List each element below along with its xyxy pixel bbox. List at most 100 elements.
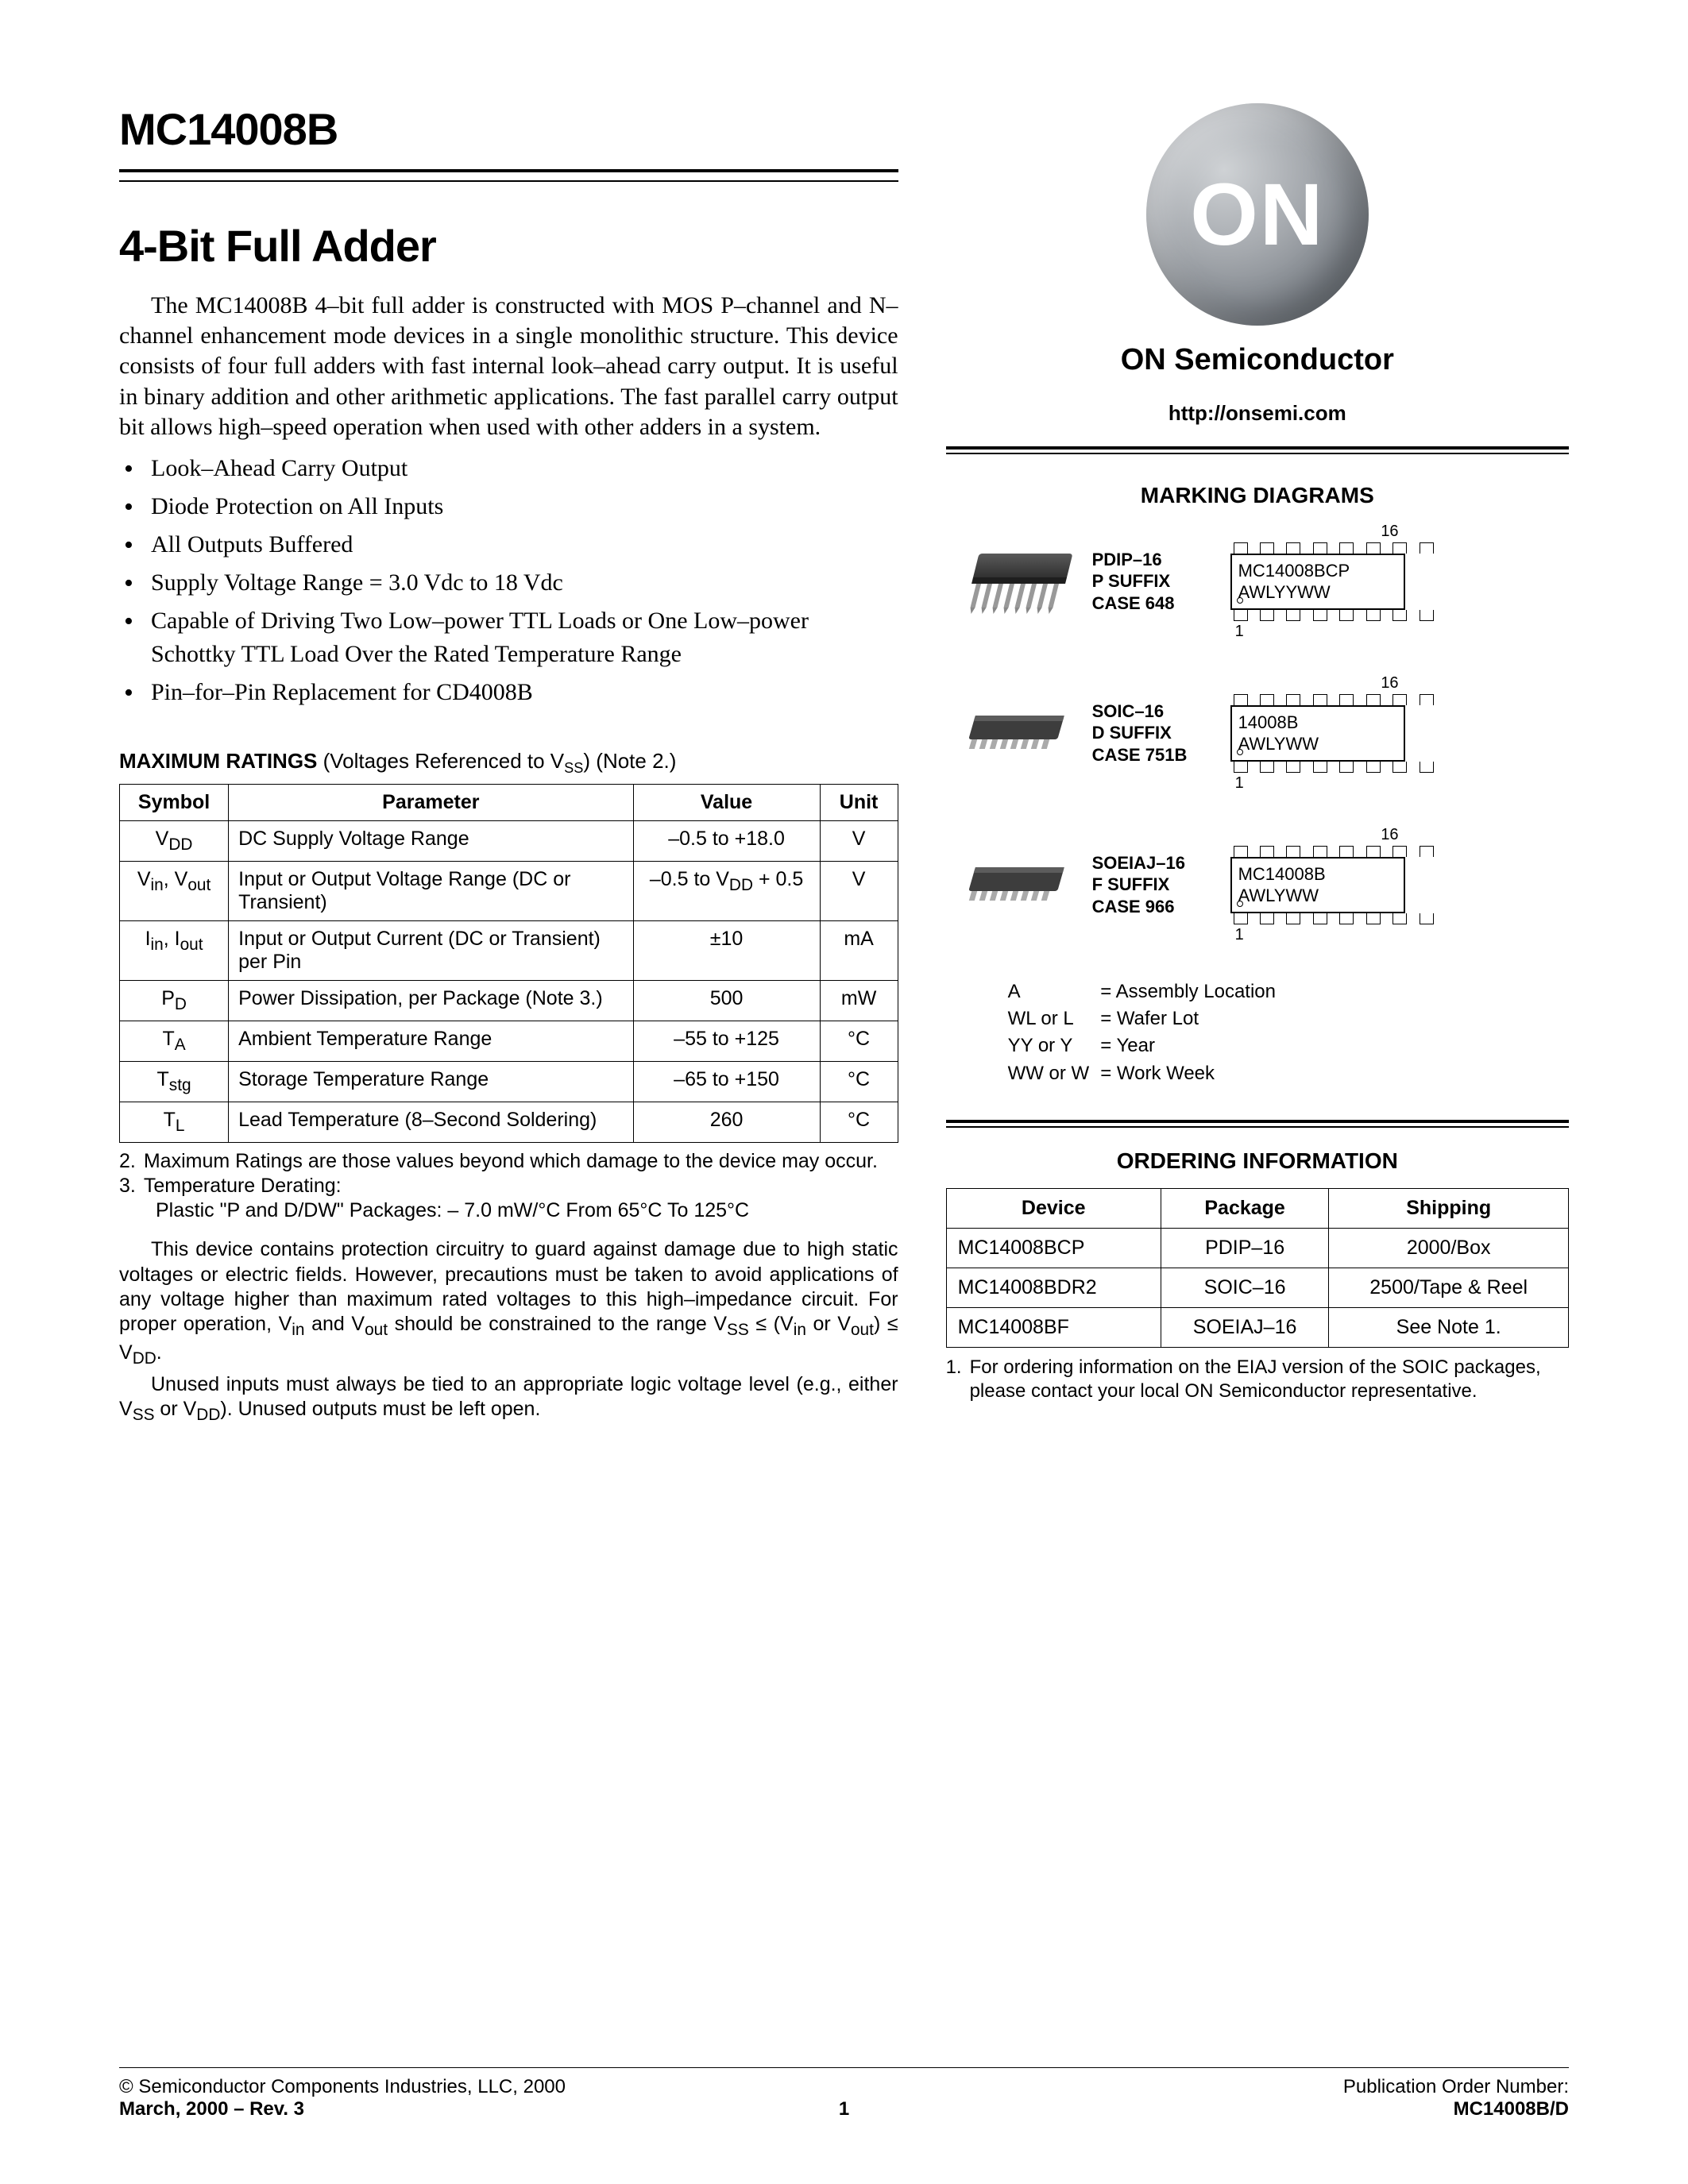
page-footer: © Semiconductor Components Industries, L…: [119, 2067, 1569, 2121]
list-item: Supply Voltage Range = 3.0 Vdc to 18 Vdc: [119, 566, 898, 600]
table-row: TAAmbient Temperature Range–55 to +125°C: [120, 1021, 898, 1061]
thin-rule: [119, 180, 898, 182]
pin-num-bot: 1: [1230, 774, 1437, 793]
page-title: 4-Bit Full Adder: [119, 220, 898, 272]
col-unit: Unit: [820, 784, 898, 820]
pdip-icon: [946, 546, 1073, 617]
note-text: Temperature Derating:: [144, 1174, 342, 1198]
marking-heading: MARKING DIAGRAMS: [946, 483, 1569, 508]
intro-paragraph: The MC14008B 4–bit full adder is constru…: [119, 291, 898, 443]
cell-device: MC14008BDR2: [946, 1268, 1161, 1307]
cell-shipping: 2500/Tape & Reel: [1329, 1268, 1569, 1307]
list-item: Diode Protection on All Inputs: [119, 490, 898, 523]
page-number: 1: [839, 2098, 849, 2120]
ordering-table: Device Package Shipping MC14008BCPPDIP–1…: [946, 1188, 1569, 1348]
cell-unit: °C: [820, 1102, 898, 1142]
heavy-rule: [119, 169, 898, 172]
soic-icon: [946, 701, 1073, 765]
pin-num-top: 16: [1230, 523, 1437, 541]
part-number: MC14008B: [119, 103, 898, 155]
cell-value: –0.5 to +18.0: [633, 820, 820, 861]
legend-val: = Assembly Location: [1095, 979, 1280, 1005]
cell-unit: °C: [820, 1021, 898, 1061]
col-package: Package: [1161, 1188, 1328, 1228]
heavy-rule: [946, 1120, 1569, 1123]
col-symbol: Symbol: [120, 784, 229, 820]
cell-unit: mW: [820, 980, 898, 1021]
cell-param: Input or Output Voltage Range (DC or Tra…: [229, 861, 633, 920]
list-item: Pin–for–Pin Replacement for CD4008B: [119, 676, 898, 709]
cell-shipping: 2000/Box: [1329, 1228, 1569, 1268]
legend-key: YY or Y: [1003, 1033, 1095, 1059]
package-row: SOEIAJ–16F SUFFIXCASE 966 16MC14008BAWLYW…: [946, 826, 1569, 944]
cell-symbol: Tstg: [120, 1061, 229, 1102]
ratings-heading-sub: SS: [564, 761, 583, 777]
cell-symbol: Iin, Iout: [120, 920, 229, 980]
cell-device: MC14008BCP: [946, 1228, 1161, 1268]
cell-param: Power Dissipation, per Package (Note 3.): [229, 980, 633, 1021]
legend-key: WW or W: [1003, 1061, 1095, 1086]
list-item: Capable of Driving Two Low–power TTL Loa…: [119, 604, 898, 671]
chip-marking: 1614008BAWLYWW1: [1230, 674, 1437, 793]
cell-package: SOIC–16: [1161, 1268, 1328, 1307]
cell-package: PDIP–16: [1161, 1228, 1328, 1268]
package-row: SOIC–16D SUFFIXCASE 751B 1614008BAWLYWW1: [946, 674, 1569, 793]
date-rev: March, 2000 – Rev. 3: [119, 2098, 566, 2120]
cell-param: Ambient Temperature Range: [229, 1021, 633, 1061]
static-para-1: This device contains protection circuitr…: [119, 1237, 898, 1369]
cell-value: –55 to +125: [633, 1021, 820, 1061]
static-para-2: Unused inputs must always be tied to an …: [119, 1372, 898, 1426]
legend-key: WL or L: [1003, 1006, 1095, 1032]
note-text-indent: Plastic "P and D/DW" Packages: – 7.0 mW/…: [119, 1198, 898, 1223]
package-label: SOEIAJ–16F SUFFIXCASE 966: [1092, 852, 1211, 918]
thin-rule: [946, 1126, 1569, 1128]
note-text: For ordering information on the EIAJ ver…: [970, 1356, 1569, 1403]
cell-unit: °C: [820, 1061, 898, 1102]
cell-value: –0.5 to VDD + 0.5: [633, 861, 820, 920]
ratings-heading-bold: MAXIMUM RATINGS: [119, 749, 317, 773]
ratings-body: VDDDC Supply Voltage Range–0.5 to +18.0V…: [120, 820, 898, 1142]
cell-device: MC14008BF: [946, 1307, 1161, 1347]
list-item: Look–Ahead Carry Output: [119, 452, 898, 485]
cell-param: DC Supply Voltage Range: [229, 820, 633, 861]
pub-label: Publication Order Number:: [1343, 2076, 1569, 2098]
legend-val: = Work Week: [1095, 1061, 1280, 1086]
col-parameter: Parameter: [229, 784, 633, 820]
cell-unit: mA: [820, 920, 898, 980]
cell-symbol: Vin, Vout: [120, 861, 229, 920]
table-row: PDPower Dissipation, per Package (Note 3…: [120, 980, 898, 1021]
cell-value: 500: [633, 980, 820, 1021]
logo-text: ON: [1190, 164, 1324, 265]
note-number: 1.: [946, 1356, 962, 1403]
website-link[interactable]: http://onsemi.com: [946, 401, 1569, 426]
cell-param: Input or Output Current (DC or Transient…: [229, 920, 633, 980]
pin-num-bot: 1: [1230, 926, 1437, 944]
feature-list: Look–Ahead Carry Output Diode Protection…: [119, 452, 898, 709]
note-text: Maximum Ratings are those values beyond …: [144, 1149, 878, 1174]
cell-value: –65 to +150: [633, 1061, 820, 1102]
table-header-row: Symbol Parameter Value Unit: [120, 784, 898, 820]
cell-package: SOEIAJ–16: [1161, 1307, 1328, 1347]
package-image: [946, 849, 1073, 920]
table-row: MC14008BDR2SOIC–162500/Tape & Reel: [946, 1268, 1568, 1307]
cell-symbol: TA: [120, 1021, 229, 1061]
package-label: SOIC–16D SUFFIXCASE 751B: [1092, 700, 1211, 766]
col-device: Device: [946, 1188, 1161, 1228]
chip-marking: 16MC14008BCPAWLYYWW1: [1230, 523, 1437, 641]
chip-marking: 16MC14008BAWLYWW1: [1230, 826, 1437, 944]
cell-unit: V: [820, 861, 898, 920]
ratings-heading-tail: ) (Note 2.): [583, 749, 676, 773]
legend-val: = Wafer Lot: [1095, 1006, 1280, 1032]
note-number: 2.: [119, 1149, 136, 1174]
ratings-heading-rest: (Voltages Referenced to V: [317, 749, 564, 773]
soeiaj-icon: [946, 853, 1073, 916]
table-row: TstgStorage Temperature Range–65 to +150…: [120, 1061, 898, 1102]
static-note: This device contains protection circuitr…: [119, 1237, 898, 1426]
cell-symbol: TL: [120, 1102, 229, 1142]
order-body: MC14008BCPPDIP–162000/BoxMC14008BDR2SOIC…: [946, 1228, 1568, 1347]
brand-name: ON Semiconductor: [946, 343, 1569, 377]
cell-value: 260: [633, 1102, 820, 1142]
col-value: Value: [633, 784, 820, 820]
list-item: All Outputs Buffered: [119, 528, 898, 561]
col-shipping: Shipping: [1329, 1188, 1569, 1228]
